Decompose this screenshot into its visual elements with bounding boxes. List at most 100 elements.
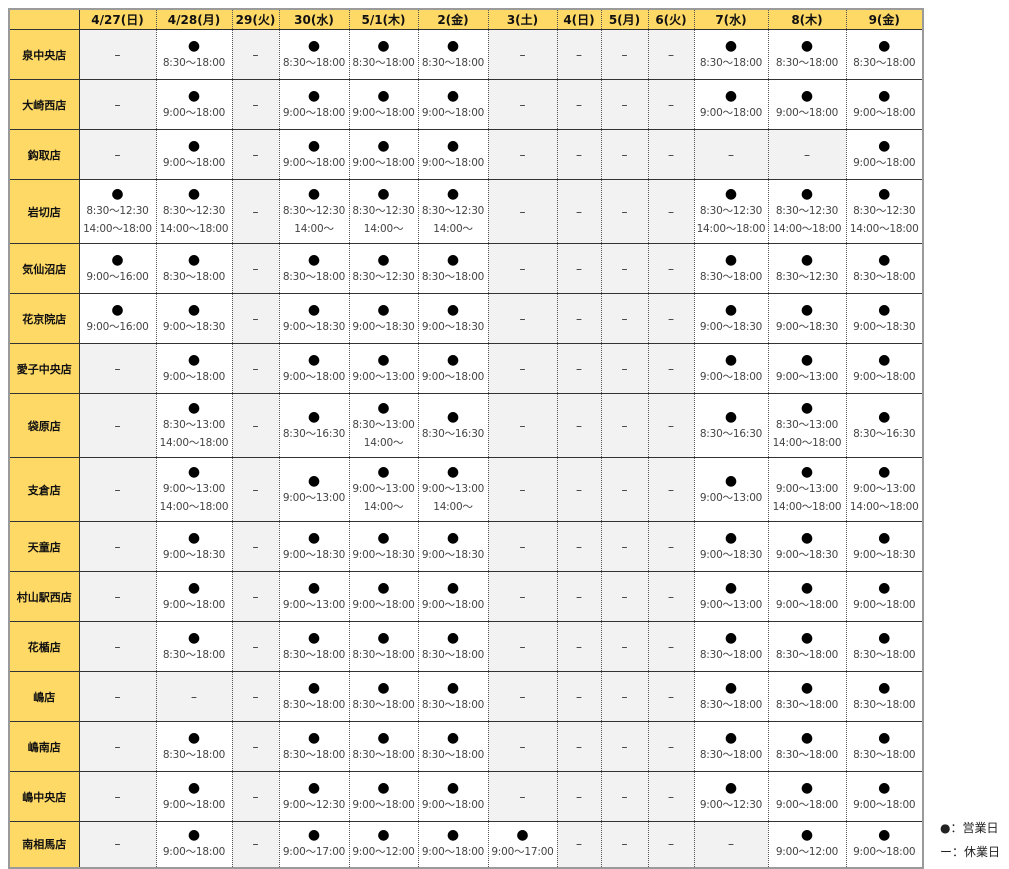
open-day-cell: ● 8:30〜18:00 (693, 721, 769, 772)
store-row: 村山駅西店 – ● 9:00〜18:00 – ● 9:00〜13:00 ● 9:00〜18:00… (9, 571, 924, 622)
business-hours: 9:00〜12:00 (352, 846, 415, 859)
closed-mark: – (252, 97, 259, 112)
business-hours: 14:00〜18:00 (849, 222, 919, 235)
closed-mark: – (668, 311, 674, 326)
open-dot-icon: ● (187, 729, 201, 746)
business-hours: 9:00〜18:30 (352, 548, 415, 561)
closed-mark: – (621, 789, 628, 804)
store-name: 気仙沼店 (9, 243, 80, 294)
business-hours: 9:00〜18:00 (421, 370, 485, 383)
open-dot-icon: ● (800, 87, 814, 104)
open-day-cell: ● 9:00〜18:00 (845, 129, 924, 180)
open-dot-icon: ● (800, 399, 814, 416)
business-hours: 9:00〜13:00 (282, 491, 346, 504)
open-day-cell: ● 9:00〜18:00 (348, 571, 419, 622)
store-row: 大崎西店 – ● 9:00〜18:00– ● 9:00〜18:00 ● 9:00〜18:00 ●… (9, 79, 924, 130)
closed-mark: – (519, 361, 526, 376)
open-dot-icon: ● (187, 185, 201, 202)
closed-day-cell: – (487, 293, 558, 344)
open-day-cell: ● 9:00〜18:00 (693, 343, 769, 394)
business-hours: 8:30〜16:30 (699, 427, 763, 440)
business-hours: 8:30〜12:30 (853, 204, 916, 217)
open-dot-icon: ● (187, 137, 201, 154)
closed-day-cell: – (693, 129, 769, 180)
column-header: 4(日) (556, 9, 602, 30)
open-dot-icon: ● (446, 529, 460, 546)
open-day-cell: ● 8:30〜18:00 (155, 721, 233, 772)
closed-day-cell: – (600, 821, 649, 868)
open-day-cell: ● 9:00〜13:00 14:00〜 (348, 457, 419, 522)
closed-day-cell: – (647, 129, 695, 180)
open-dot-icon: ● (446, 37, 460, 54)
business-hours: 8:30〜18:00 (162, 56, 226, 69)
closed-mark: – (519, 639, 526, 654)
business-hours: 9:00〜18:00 (162, 370, 226, 383)
closed-day-cell: – (78, 721, 157, 772)
open-day-cell: ● 9:00〜16:00 (78, 293, 157, 344)
business-hours: 8:30〜16:30 (421, 427, 485, 440)
business-hours: 8:30〜18:00 (775, 56, 839, 69)
open-day-cell: ● 9:00〜13:00 (348, 343, 419, 394)
open-day-cell: ● 8:30〜18:00 (155, 243, 233, 294)
closed-mark: – (252, 361, 259, 376)
business-hours: 8:30〜12:30 (86, 204, 149, 217)
open-day-cell: ● 9:00〜18:30 (845, 293, 924, 344)
closed-day-cell: – (556, 771, 602, 822)
business-hours: 8:30〜18:00 (853, 648, 916, 661)
closed-mark: – (621, 689, 628, 704)
store-row: 嶋中央店 – ● 9:00〜18:00– ● 9:00〜12:30 ● 9:00〜18:00 ●… (9, 771, 924, 822)
closed-day-cell: – (487, 179, 558, 244)
open-day-cell: ● 8:30〜12:30 14:00〜 (348, 179, 419, 244)
store-name: 村山駅西店 (9, 571, 80, 622)
open-day-cell: ● 9:00〜18:30 (348, 293, 419, 344)
business-hours: 9:00〜13:00 (421, 482, 485, 495)
business-hours: 9:00〜18:00 (853, 846, 916, 859)
business-hours: 8:30〜18:00 (775, 748, 839, 761)
store-row: 泉中央店 – ● 8:30〜18:00– ● 8:30〜18:00 ● 8:30〜18:00 ●… (9, 29, 924, 80)
business-hours: 14:00〜18:00 (696, 222, 766, 235)
business-hours: 14:00〜18:00 (772, 436, 842, 449)
business-hours: 9:00〜18:00 (421, 846, 485, 859)
open-day-cell: ● 9:00〜18:00 (845, 571, 924, 622)
closed-day-cell: – (487, 571, 558, 622)
open-day-cell: ● 9:00〜18:00 (155, 771, 233, 822)
closed-mark: – (576, 539, 582, 554)
closed-mark: – (576, 589, 582, 604)
open-dot-icon: ● (307, 37, 321, 54)
open-day-cell: ● 8:30〜18:00 (417, 721, 489, 772)
business-hours: 8:30〜18:00 (352, 698, 415, 711)
open-dot-icon: ● (878, 729, 891, 746)
business-hours: 8:30〜18:00 (421, 748, 485, 761)
open-dot-icon: ● (377, 529, 390, 546)
open-dot-icon: ● (111, 301, 124, 318)
open-day-cell: ● 8:30〜18:00 (767, 671, 847, 722)
closed-day-cell: – (600, 243, 649, 294)
store-row: 愛子中央店 – ● 9:00〜18:00 – ● 9:00〜18:00 ● 9:00〜13:00… (9, 343, 924, 394)
business-hours: 9:00〜13:00 (853, 482, 916, 495)
business-hours: 14:00〜18:00 (772, 500, 842, 513)
open-day-cell: ● 8:30〜12:30 (767, 243, 847, 294)
closed-mark: – (114, 539, 121, 554)
closed-day-cell: – (487, 457, 558, 522)
open-day-cell: ● 9:00〜18:00 (767, 771, 847, 822)
open-day-cell: ● 8:30〜18:00 (278, 671, 350, 722)
business-hours: 8:30〜18:00 (162, 648, 226, 661)
closed-day-cell: – (556, 129, 602, 180)
closed-mark: – (519, 739, 526, 754)
open-day-cell: ● 9:00〜18:00 (417, 571, 489, 622)
open-dot-icon: ● (724, 351, 738, 368)
open-dot-icon: ● (724, 679, 738, 696)
closed-mark: – (576, 47, 582, 62)
open-day-cell: ● 9:00〜18:30 (278, 293, 350, 344)
open-dot-icon: ● (800, 579, 814, 596)
closed-day-cell: – (556, 621, 602, 672)
business-hours: 8:30〜18:00 (775, 698, 839, 711)
business-hours: 9:00〜13:00 (699, 491, 763, 504)
business-hours: 14:00〜 (363, 500, 404, 513)
header-row: 4/27(日) 4/28(月) 29(火) 30(水) 5/1(木) 2(金) 3(土) 4(… (9, 9, 924, 30)
open-dot-icon: ● (446, 351, 460, 368)
closed-day-cell: – (600, 179, 649, 244)
store-name: 南相馬店 (9, 821, 80, 868)
open-day-cell: ● 9:00〜17:00 (487, 821, 558, 868)
business-hours: 9:00〜12:30 (699, 798, 763, 811)
